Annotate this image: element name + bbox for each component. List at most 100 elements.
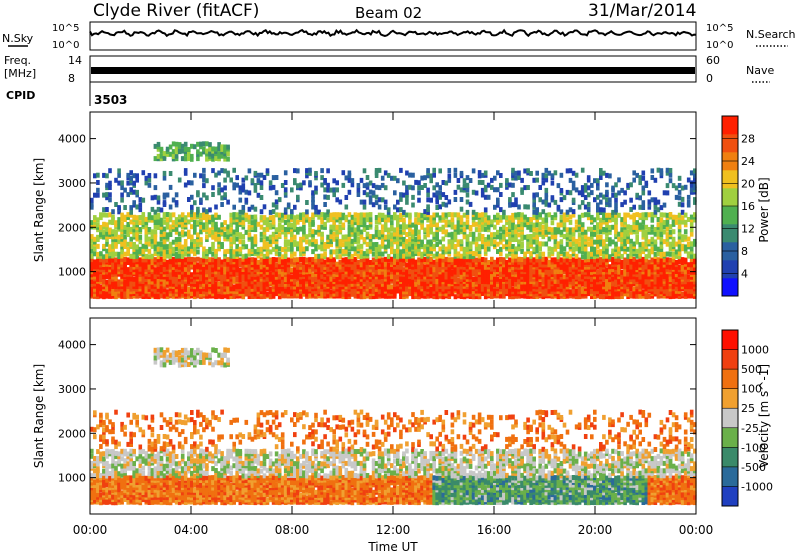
scatter-cell <box>190 276 194 282</box>
scatter-cell <box>120 212 124 218</box>
scatter-cell <box>435 205 439 210</box>
scatter-cell <box>456 257 461 263</box>
scatter-cell <box>274 234 279 240</box>
scatter-cell <box>314 253 318 259</box>
scatter-cell <box>511 294 515 300</box>
scatter-cell <box>526 224 530 230</box>
scatter-cell <box>490 219 494 225</box>
scatter-cell <box>280 254 285 260</box>
scatter-cell <box>562 289 567 295</box>
scatter-cell <box>496 197 500 203</box>
scatter-cell <box>147 254 152 260</box>
scatter-cell <box>429 291 433 297</box>
scatter-cell <box>553 227 558 233</box>
scatter-cell <box>514 272 518 278</box>
scatter-cell <box>238 209 243 215</box>
scatter-cell <box>253 214 258 220</box>
scatter-cell <box>547 170 552 176</box>
scatter-cell <box>229 222 233 228</box>
scatter-cell <box>162 212 167 218</box>
scatter-cell <box>99 277 103 282</box>
scatter-cell <box>596 277 600 283</box>
scatter-cell <box>544 222 549 228</box>
scatter-cell <box>183 222 188 228</box>
scatter-cell <box>105 173 109 179</box>
scatter-cell <box>235 277 239 282</box>
scatter-cell <box>120 236 124 242</box>
scatter-cell <box>432 246 436 252</box>
scatter-cell <box>250 204 255 210</box>
scatter-cell <box>450 269 455 275</box>
scatter-cell <box>432 286 436 292</box>
scatter-cell <box>480 226 485 232</box>
scatter-cell <box>229 274 233 280</box>
scatter-cell <box>393 253 397 259</box>
scatter-cell <box>356 183 361 188</box>
scatter-cell <box>544 224 549 230</box>
scatter-cell <box>459 215 464 221</box>
scatter-cell <box>386 279 391 285</box>
scatter-cell <box>574 253 579 259</box>
scatter-cell <box>423 234 427 240</box>
scatter-cell <box>262 229 267 235</box>
scatter-cell <box>308 257 312 263</box>
scatter-cell <box>114 237 118 243</box>
scatter-cell <box>426 192 430 198</box>
scatter-cell <box>102 243 106 249</box>
scatter-cell <box>532 272 536 278</box>
scatter-cell <box>320 175 324 181</box>
scatter-cell <box>217 246 221 252</box>
scatter-cell <box>271 246 276 252</box>
scatter-cell <box>220 289 224 295</box>
scatter-cell <box>123 294 127 300</box>
scatter-cell <box>314 175 318 181</box>
scatter-cell <box>417 284 421 290</box>
scatter-cell <box>586 212 591 218</box>
scatter-cell <box>468 225 473 230</box>
scatter-cell <box>123 244 127 249</box>
scatter-cell <box>574 294 579 300</box>
scatter-cell <box>544 262 549 268</box>
scatter-cell <box>296 227 300 232</box>
scatter-cell <box>532 246 536 252</box>
scatter-cell <box>405 170 409 176</box>
scatter-cell <box>156 206 161 212</box>
scatter-cell <box>602 294 606 300</box>
scatter-cell <box>562 264 567 270</box>
scatter-cell <box>608 212 612 218</box>
scatter-cell <box>311 259 315 265</box>
scatter-cell <box>193 200 197 206</box>
scatter-cell <box>365 225 370 230</box>
scatter-cell <box>335 229 339 235</box>
scatter-cell <box>350 222 355 228</box>
scatter-cell <box>290 253 294 259</box>
scatter-cell <box>559 209 564 215</box>
scatter-cell <box>408 212 412 218</box>
scatter-cell <box>390 284 394 290</box>
scatter-cell <box>283 241 288 247</box>
scatter-cell <box>459 206 464 212</box>
scatter-cell <box>108 168 112 174</box>
scatter-cell <box>283 212 288 218</box>
scatter-cell <box>138 220 143 226</box>
scatter-cell <box>380 229 385 235</box>
scatter-cell <box>423 257 427 262</box>
scatter-cell <box>396 267 400 273</box>
scatter-cell <box>535 222 539 228</box>
scatter-cell <box>132 189 136 195</box>
scatter-cell <box>508 257 512 263</box>
scatter-cell <box>341 271 346 277</box>
scatter-cell <box>377 229 382 235</box>
scatter-cell <box>344 286 349 292</box>
scatter-cell <box>565 189 570 195</box>
scatter-cell <box>223 249 227 255</box>
scatter-cell <box>341 249 346 254</box>
scatter-cell <box>423 282 427 287</box>
scatter-cell <box>241 239 246 245</box>
scatter-cell <box>283 277 288 283</box>
scatter-cell <box>477 249 482 254</box>
scatter-cell <box>505 253 509 259</box>
scatter-cell <box>365 175 370 180</box>
scatter-cell <box>529 284 533 290</box>
scatter-cell <box>535 214 539 220</box>
